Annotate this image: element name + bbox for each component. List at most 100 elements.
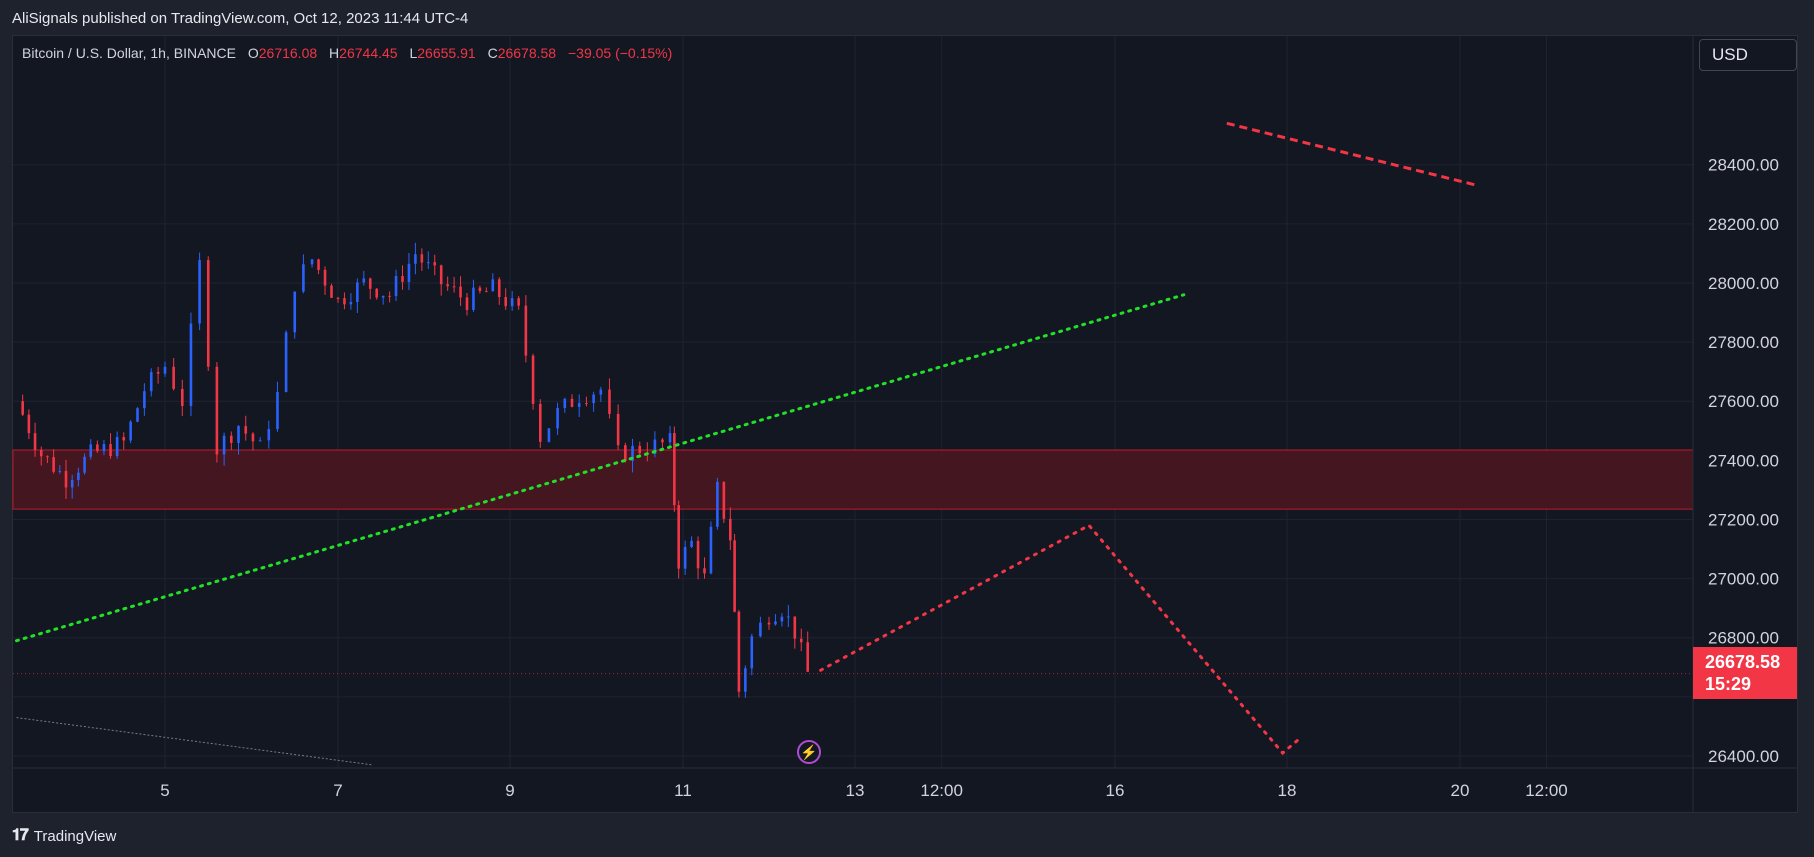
candle-body (39, 449, 43, 457)
candle-body (729, 518, 732, 541)
candle-body (52, 457, 55, 472)
currency-label: USD (1712, 45, 1748, 64)
candle-body (293, 291, 297, 333)
candle-body (330, 285, 333, 298)
candle-body (21, 401, 24, 415)
candle-body (89, 444, 93, 457)
candle-body (189, 323, 193, 406)
candle-body (806, 642, 809, 672)
candle-body (577, 403, 581, 407)
candle-body (510, 298, 514, 307)
candle-body (317, 259, 320, 270)
descending-trend-line (1226, 121, 1478, 187)
candle-body (439, 265, 443, 285)
candle-body (446, 284, 449, 287)
close-label: C (487, 45, 498, 61)
price-tick-label: 27600.00 (1708, 392, 1779, 411)
candle-body (381, 295, 385, 298)
price-tick-label: 28000.00 (1708, 274, 1779, 293)
candle-body (198, 260, 201, 324)
candle-body (491, 279, 495, 292)
candle-body (102, 444, 106, 452)
candle-body (733, 540, 736, 612)
candle-body (478, 287, 482, 292)
candle-body (407, 263, 411, 282)
candle-body (716, 481, 719, 527)
lightning-icon[interactable]: ⚡ (797, 740, 821, 764)
resistance-zone (12, 449, 1694, 510)
candle-body (244, 426, 248, 434)
candle-body (302, 264, 305, 292)
candle-body (653, 439, 657, 455)
high-value: 26744.45 (339, 45, 398, 61)
candle-body (504, 297, 507, 307)
bar-countdown: 15:29 (1705, 674, 1752, 694)
candle-body (459, 286, 462, 298)
candle-body (774, 621, 777, 625)
candle-body (129, 421, 132, 441)
candle-body (267, 429, 271, 441)
candle-body (222, 435, 226, 455)
footer: 𝟏𝟕 TradingView (12, 824, 116, 848)
candle-body (388, 295, 391, 297)
time-tick-label: 13 (846, 781, 865, 800)
candle-body (538, 403, 542, 442)
time-tick-label: 7 (333, 781, 342, 800)
candle-body (149, 372, 153, 392)
candle-body (181, 388, 184, 406)
candle-body (163, 366, 167, 374)
open-label: O (247, 45, 259, 61)
candle-body (109, 444, 112, 457)
candle-body (750, 636, 754, 669)
candle-body (136, 408, 139, 422)
price-tick-label: 27800.00 (1708, 333, 1779, 352)
last-price-tag: 26678.58 15:29 (1693, 647, 1797, 699)
price-tick-label: 27000.00 (1708, 570, 1779, 589)
candle-body (143, 391, 146, 409)
change-value: −39.05 (−0.15%) (567, 45, 673, 61)
candle-body (336, 297, 340, 299)
low-label: L (409, 45, 418, 61)
candle-body (27, 414, 31, 434)
candle-body (531, 355, 535, 404)
candle-body (799, 638, 803, 643)
candle-body (661, 439, 664, 443)
candle-body (556, 408, 559, 429)
price-tick-label: 28200.00 (1708, 215, 1779, 234)
candle-body (608, 389, 611, 414)
candle-body (96, 444, 99, 452)
time-tick-label: 16 (1106, 781, 1125, 800)
candle-body (230, 435, 233, 443)
candle-body (696, 540, 700, 569)
price-tick-label: 26800.00 (1708, 629, 1779, 648)
candle-body (638, 445, 642, 454)
candle-body (497, 279, 501, 298)
ohlc-legend: Bitcoin / U.S. Dollar, 1h, BINANCE O2671… (22, 45, 672, 61)
candle-body (172, 366, 175, 389)
candle-body (70, 480, 74, 488)
candle-body (744, 668, 747, 692)
candle-body (465, 297, 469, 310)
price-tick-label: 27400.00 (1708, 451, 1779, 470)
candle-body (780, 616, 784, 622)
last-price-value: 26678.58 (1705, 652, 1781, 672)
candle-body (64, 470, 68, 488)
candle-body (709, 526, 713, 574)
candle-body (237, 426, 240, 443)
footer-brand[interactable]: TradingView (33, 827, 117, 845)
time-tick-label: 5 (160, 781, 169, 800)
candle-body (599, 389, 603, 395)
candle-body (683, 546, 687, 569)
candle-body (58, 470, 62, 472)
published-text: AliSignals published on TradingView.com,… (12, 9, 469, 27)
symbol-label: Bitcoin / U.S. Dollar, 1h, BINANCE (22, 45, 236, 61)
candle-body (156, 372, 160, 374)
candle-body (115, 437, 119, 457)
candle-body (284, 332, 288, 392)
currency-button[interactable]: USD (1699, 39, 1797, 71)
candle-body (668, 433, 672, 443)
candle-body (592, 394, 595, 404)
tradingview-logo-icon: 𝟏𝟕 (12, 827, 29, 844)
candle-body (759, 622, 762, 637)
